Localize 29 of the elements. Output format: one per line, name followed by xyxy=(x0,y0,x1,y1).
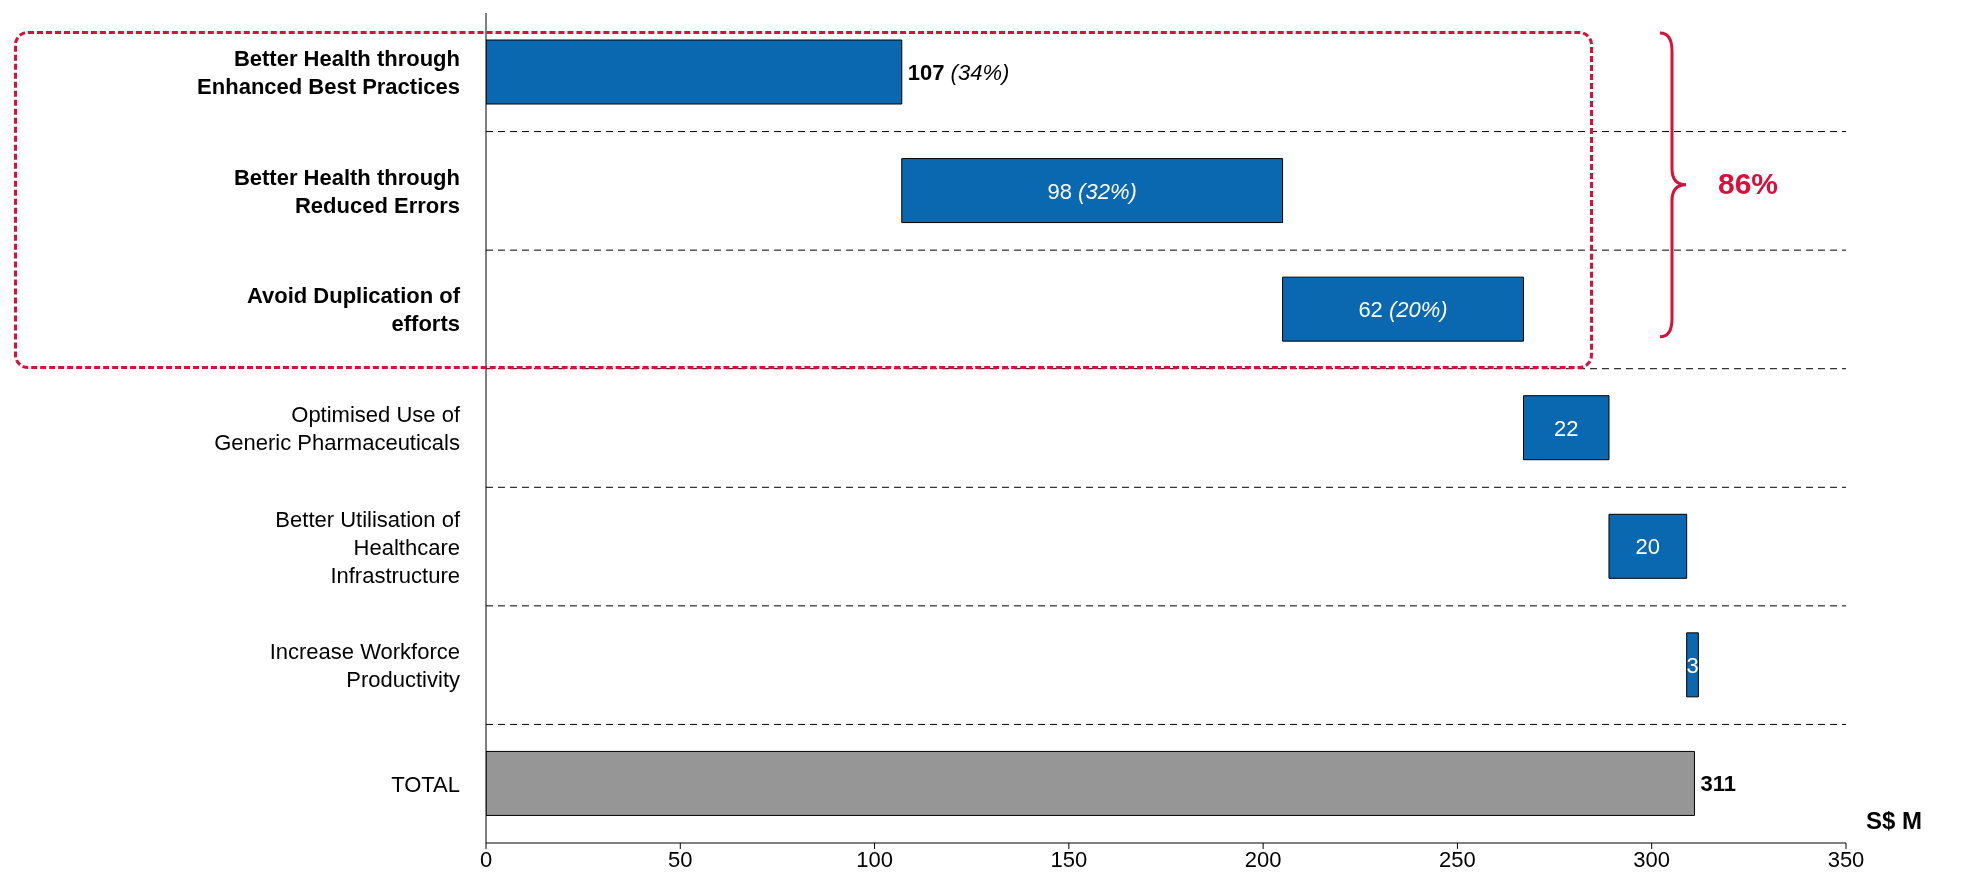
bar xyxy=(1282,276,1524,342)
bar xyxy=(1608,513,1688,579)
data-label: 3 xyxy=(1686,652,1699,678)
data-label: 107 (34%) xyxy=(907,59,1010,85)
y-tick-label: Avoid Duplication of efforts xyxy=(246,282,461,336)
data-label: 62 (20%) xyxy=(1358,296,1448,322)
x-tick-label: 100 xyxy=(856,846,893,872)
x-tick-label: 350 xyxy=(1827,846,1865,872)
x-tick-label: 200 xyxy=(1244,846,1282,872)
y-tick-label: Better Utilisation of Healthcare Infrastructure xyxy=(275,506,461,588)
bar xyxy=(1686,632,1699,698)
x-tick-label: 300 xyxy=(1633,846,1671,872)
bar xyxy=(901,158,1284,224)
x-tick-label: 0 xyxy=(479,846,493,872)
x-axis-title: S$ M xyxy=(1866,807,1923,835)
y-tick-label: Optimised Use of Generic Pharmaceuticals xyxy=(214,401,461,455)
y-tick-label: TOTAL xyxy=(391,771,460,797)
x-tick-label: 50 xyxy=(668,846,693,872)
x-tick-label: 150 xyxy=(1050,846,1088,872)
bar xyxy=(1522,395,1610,461)
y-tick-label: Better Health through Enhanced Best Practices xyxy=(197,45,460,99)
data-label: 311 xyxy=(1700,770,1736,796)
x-tick-label: 250 xyxy=(1439,846,1476,872)
data-label: 98 (32%) xyxy=(1047,178,1137,204)
annotation: 86% xyxy=(1718,166,1779,201)
y-tick-label: Better Health through Reduced Errors xyxy=(233,164,460,218)
data-label: 20 xyxy=(1635,533,1661,559)
data-label: 22 xyxy=(1553,415,1579,441)
y-tick-label: Increase Workforce Productivity xyxy=(269,638,460,692)
